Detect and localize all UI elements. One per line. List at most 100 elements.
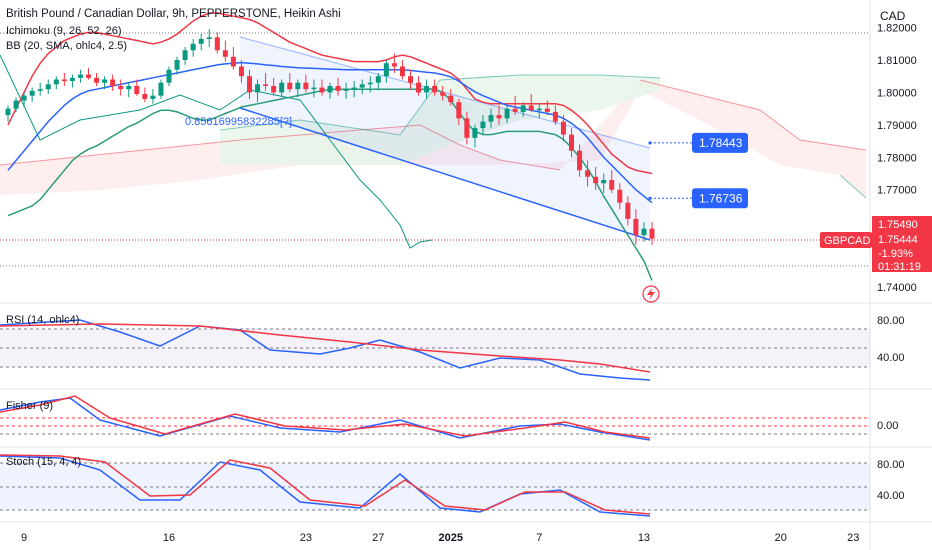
rsi-line — [0, 319, 651, 381]
price-tick: 1.74000 — [877, 282, 917, 294]
candle-body — [472, 128, 478, 138]
marker-text: 1.76736 — [699, 191, 743, 205]
candle-body — [206, 37, 212, 39]
candle-body — [69, 77, 75, 82]
candle-body — [359, 84, 365, 88]
candle-body — [641, 228, 647, 236]
candle-body — [536, 108, 542, 111]
marker-dot — [648, 141, 652, 145]
bb-basis — [7, 61, 653, 204]
stoch-tick: 80.00 — [877, 459, 905, 471]
candle-body — [351, 87, 357, 90]
price-tag-text: -1.93% — [878, 248, 913, 260]
bb-upper — [7, 12, 653, 175]
candle-body — [29, 90, 35, 96]
candle-body — [21, 95, 27, 101]
candle-body — [311, 87, 317, 90]
marker-box — [692, 132, 748, 153]
candle-body — [198, 38, 204, 44]
candle-body — [625, 202, 631, 219]
candle-body — [383, 63, 389, 77]
time-tick: 16 — [163, 532, 175, 544]
candle-body — [150, 95, 156, 99]
candle-body — [110, 79, 116, 86]
candle-body — [448, 95, 454, 103]
candle-body — [391, 63, 397, 67]
candle-body — [182, 50, 188, 60]
candle-body — [408, 76, 413, 83]
candle-body — [343, 89, 349, 91]
fisher-tick: 0.00 — [877, 420, 898, 432]
candle-body — [61, 79, 67, 82]
candle-body — [432, 85, 438, 93]
candle-body — [86, 74, 91, 78]
price-tag-text: 01:31:19 — [878, 261, 921, 273]
candle-body — [214, 37, 220, 51]
time-axis: 9 16 23 27 2025 7 13 20 23 — [21, 532, 859, 544]
candle-body — [601, 180, 607, 184]
fisher-legend[interactable]: Fisher (9) — [6, 400, 54, 412]
channel-fill — [240, 37, 650, 240]
candle-body — [416, 82, 422, 93]
candle-body — [45, 84, 51, 90]
time-tick: 9 — [21, 532, 27, 544]
rsi-tick: 40.00 — [877, 352, 905, 364]
kumo-up — [220, 75, 660, 165]
time-tick: 7 — [536, 532, 542, 544]
senkou-b — [219, 74, 661, 136]
candle-body — [126, 85, 132, 90]
rsi-ma-line — [0, 323, 651, 373]
ichimoku-legend[interactable]: Ichimoku (9, 26, 52, 26) — [6, 25, 122, 37]
symbol-tag — [820, 232, 872, 248]
candle-body — [174, 60, 180, 70]
price-axis: 1.82000 1.81000 1.80000 1.79000 1.78000 1.770… — [642, 23, 932, 502]
candle-body — [77, 74, 83, 78]
candle-body — [287, 82, 293, 90]
candle-body — [230, 56, 236, 67]
candle-body — [102, 79, 108, 83]
candle-body — [577, 150, 583, 171]
price-tick: 1.78000 — [877, 152, 917, 164]
candle-body — [464, 118, 470, 138]
channel-lower — [239, 107, 651, 241]
candle-body — [399, 66, 405, 77]
candle-body — [440, 92, 446, 96]
ichimoku-cloud — [0, 54, 867, 249]
candle-body — [247, 76, 252, 93]
senkou-b2 — [839, 174, 867, 199]
candle-body — [480, 121, 486, 129]
candle-body — [617, 189, 623, 203]
price-tag — [872, 216, 932, 272]
price-tick: 1.82000 — [877, 23, 917, 35]
senkou-a2 — [639, 79, 867, 151]
bb-legend[interactable]: BB (20, SMA, ohlc4, 2.5) — [6, 40, 128, 52]
indicator-panes — [0, 319, 870, 517]
candle-body — [649, 228, 655, 239]
price-tick: 1.77000 — [877, 185, 917, 197]
candle-body — [279, 82, 285, 93]
candle-body — [544, 108, 550, 112]
candle-body — [520, 105, 526, 112]
time-tick: 20 — [775, 532, 787, 544]
candle-body — [190, 43, 196, 51]
candle-body — [335, 85, 341, 91]
candle-body — [295, 82, 301, 90]
candle-body — [13, 100, 19, 109]
time-tick: 27 — [372, 532, 384, 544]
rsi-legend[interactable]: RSI (14, ohlc4) — [6, 314, 80, 326]
marker-text: 1.78443 — [699, 136, 743, 150]
stoch-legend[interactable]: Stoch (15, 4, 4) — [6, 456, 82, 468]
candle-body — [222, 50, 228, 57]
marker-dot — [648, 196, 652, 200]
price-tag-text: 1.75444 — [878, 234, 918, 246]
candle-body — [375, 76, 381, 83]
candle-body — [319, 87, 325, 93]
currency-label[interactable]: CAD — [880, 9, 906, 23]
candle-body — [142, 94, 148, 99]
candle-body — [263, 84, 269, 86]
candle-body — [456, 102, 462, 119]
candle-body — [585, 170, 591, 177]
stoch-d — [0, 454, 651, 515]
